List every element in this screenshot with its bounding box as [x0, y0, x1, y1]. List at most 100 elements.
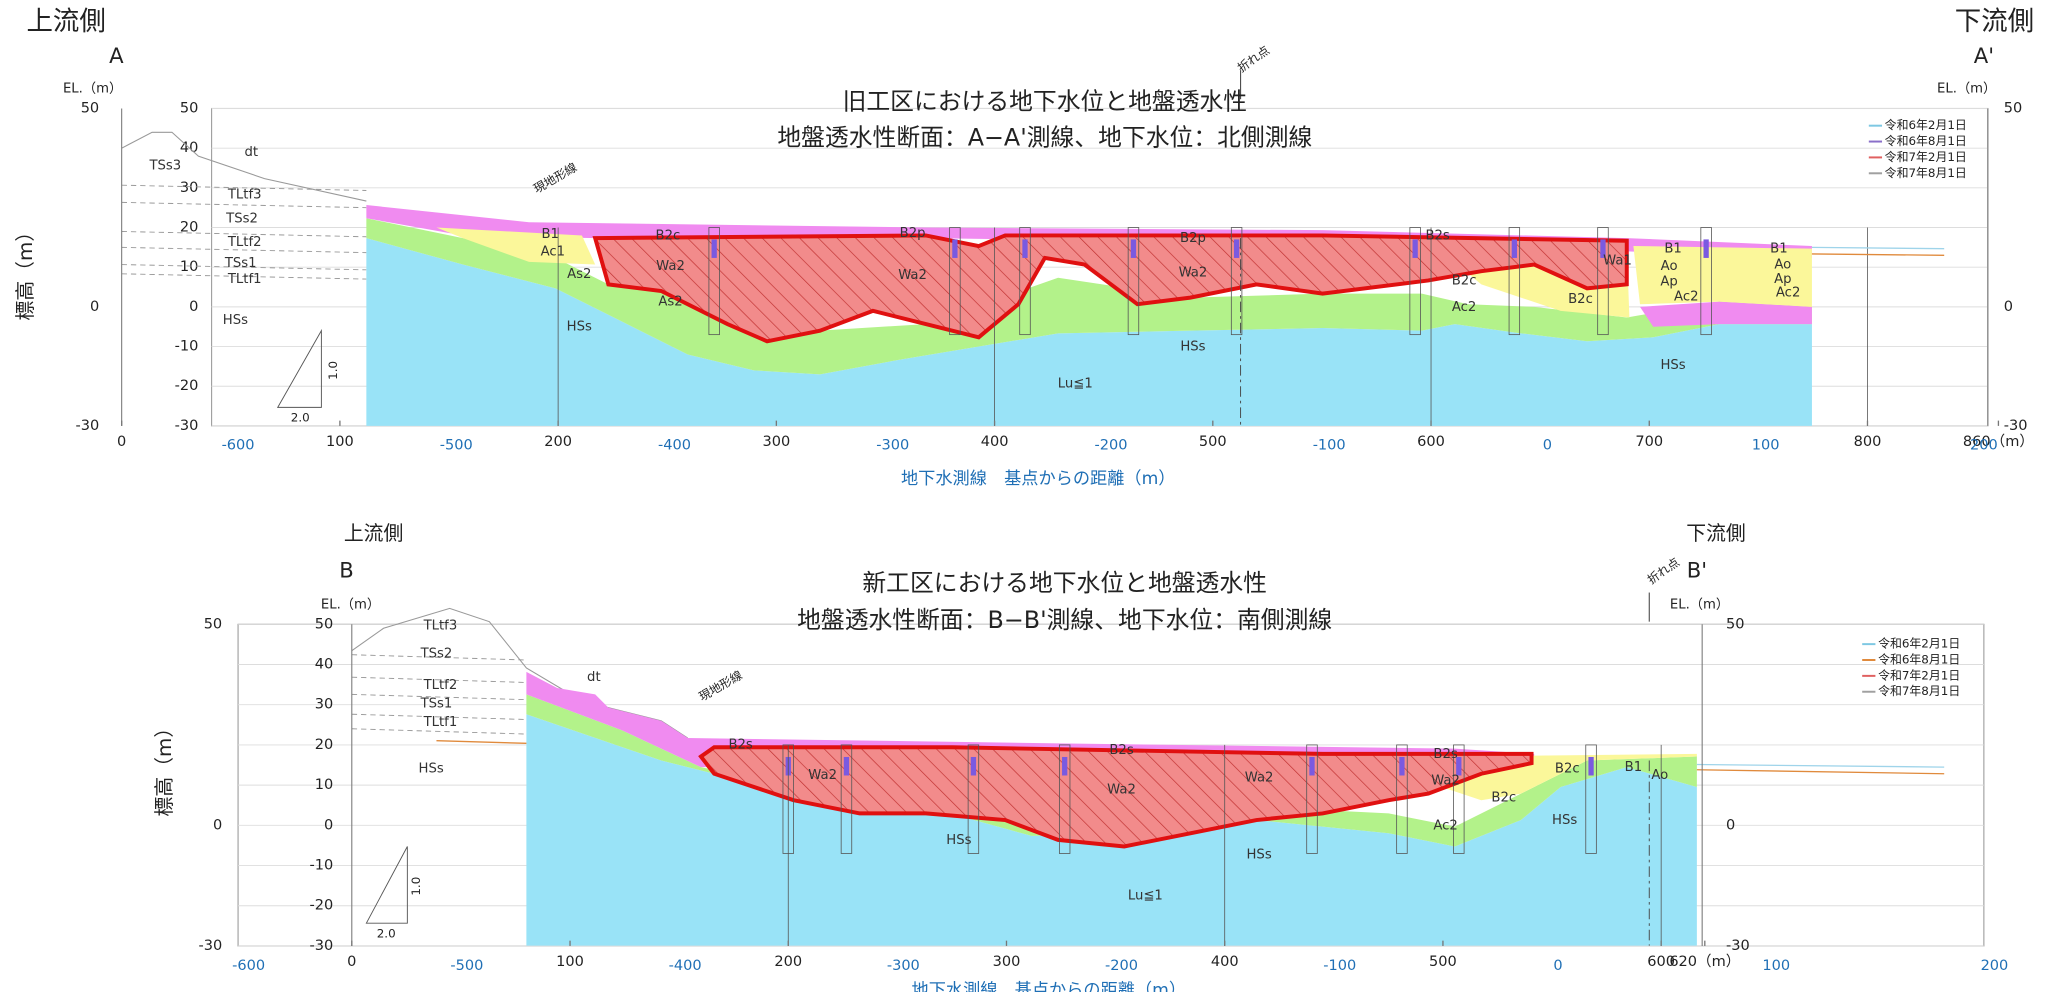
layer-label: B2p — [900, 226, 926, 241]
scale-triangle — [276, 328, 322, 408]
screen — [1456, 756, 1462, 776]
gw-x-tick-label: -600 — [222, 438, 255, 454]
borehole — [1409, 227, 1421, 336]
layer-boundary — [121, 201, 367, 209]
gw-x-tick-label: -100 — [1313, 438, 1346, 454]
gw-x-tick-label: -300 — [887, 958, 920, 974]
x-tick-label: 500 — [1199, 434, 1227, 450]
layer-label: B2s — [1109, 743, 1133, 758]
layer-label: HSs — [1552, 813, 1577, 828]
layer-label: B2c — [1568, 292, 1593, 307]
layer-boundary — [121, 273, 367, 280]
side-right: 下流側 — [1686, 522, 1745, 545]
y-tick-label: 10 — [180, 259, 199, 275]
gw-x-tick-label: -400 — [658, 438, 691, 454]
title: 旧工区における地下水位と地盤透水性 — [843, 88, 1248, 116]
bend-label: 折れ点 — [1645, 555, 1682, 587]
legend-label: 令和7年8月1日 — [1885, 166, 1967, 180]
layer-label: B2p — [1180, 231, 1206, 246]
screen — [711, 239, 717, 258]
screen — [1062, 756, 1068, 776]
x-tick-label: 200 — [544, 434, 572, 450]
borehole — [1230, 227, 1243, 336]
layer-magenta — [1640, 301, 1812, 327]
layer-label: TLtf2 — [227, 235, 262, 250]
label-left: A — [109, 43, 124, 68]
layer-label: Ao — [1661, 259, 1678, 274]
gw-x-tick-label: 0 — [1543, 438, 1552, 454]
legend-label: 令和6年2月1日 — [1878, 637, 1960, 651]
y-axis-label: 標高（m） — [14, 222, 37, 321]
layer-green — [366, 218, 1812, 375]
screen — [1412, 239, 1418, 258]
y-tick-label-outer: 50 — [204, 616, 223, 632]
legend-label: 令和7年8月1日 — [1878, 684, 1960, 698]
gw-x-tick-label: -200 — [1094, 438, 1127, 454]
layer-label: Wa2 — [1107, 783, 1136, 798]
borehole — [1597, 227, 1609, 336]
gw-line — [1811, 246, 1945, 250]
y-tick-label: 30 — [315, 697, 334, 713]
borehole — [1019, 227, 1031, 336]
y-tick-label-outer: 50 — [81, 100, 100, 116]
y-tick-label-outer: -30 — [75, 418, 99, 434]
y-tick-label-right: 0 — [1726, 817, 1735, 833]
screen — [1022, 239, 1028, 258]
scale-h: 2.0 — [377, 926, 396, 940]
layer-label: As2 — [567, 267, 591, 282]
layer-label: TSs2 — [420, 646, 453, 661]
gw-x-tick-label: -500 — [450, 958, 483, 974]
y-tick-label-right: -30 — [1726, 938, 1750, 954]
borehole — [1058, 744, 1071, 854]
layer-boundary — [351, 728, 527, 735]
x-tick-label: 800 — [1854, 434, 1882, 450]
legend-label: 令和7年2月1日 — [1885, 150, 1967, 164]
layer-label: Wa2 — [898, 268, 927, 283]
legend-label: 令和7年2月1日 — [1878, 668, 1960, 682]
layer-label: B2c — [1555, 761, 1580, 776]
borehole — [708, 227, 720, 336]
layer-label: HSs — [1180, 340, 1205, 355]
layer-label: dt — [245, 145, 259, 160]
screen — [1703, 239, 1709, 258]
layer-yellow — [1633, 246, 1812, 307]
y-tick-label: 0 — [189, 299, 198, 315]
groundwater-zone — [698, 745, 1534, 849]
layer-boundary — [351, 654, 527, 661]
y-tick-label: -20 — [310, 898, 334, 914]
layer-label: TSs1 — [224, 256, 257, 271]
y-tick-label: 20 — [180, 220, 199, 236]
legend-label: 令和6年8月1日 — [1885, 134, 1967, 148]
layer-label: TLtf1 — [227, 272, 262, 287]
layer-label: TLtf2 — [423, 678, 458, 693]
layer-label: B1 — [1770, 242, 1787, 257]
layer-boundary — [121, 246, 367, 254]
x-tick-label: 600 — [1417, 434, 1445, 450]
layer-label: Ap — [1660, 275, 1677, 290]
gw-x-tick-label: 100 — [1762, 958, 1790, 974]
x-tick-label: 860（m） — [1963, 433, 2034, 450]
screen — [970, 756, 977, 776]
y-tick-label: -20 — [175, 378, 199, 394]
layer-label: As2 — [658, 295, 682, 310]
gw-x-tick-label: 200 — [1981, 958, 2009, 974]
terrain-label: 現地形線 — [696, 668, 744, 704]
layer-label: HSs — [419, 761, 444, 776]
layer-label: Ap — [1774, 272, 1791, 287]
gw-line — [1696, 769, 1945, 775]
layer-label: Wa2 — [656, 259, 685, 274]
gw-x-tick-label: 200 — [1970, 438, 1998, 454]
side-left: 上流側 — [344, 522, 403, 545]
layer-hss — [526, 714, 1697, 946]
layer-label: Wa2 — [808, 768, 837, 783]
borehole — [967, 744, 980, 854]
y-tick-label-right: 0 — [2004, 299, 2013, 315]
layer-label: Ac2 — [1452, 300, 1477, 315]
layer-label: HSs — [567, 320, 592, 335]
layer-label: B2c — [1491, 791, 1516, 806]
gw-x-tick-label: -300 — [876, 438, 909, 454]
borehole — [1585, 744, 1597, 854]
screen — [1309, 756, 1315, 776]
label-right: A' — [1974, 43, 1994, 68]
x-tick-label: 0 — [117, 434, 126, 450]
